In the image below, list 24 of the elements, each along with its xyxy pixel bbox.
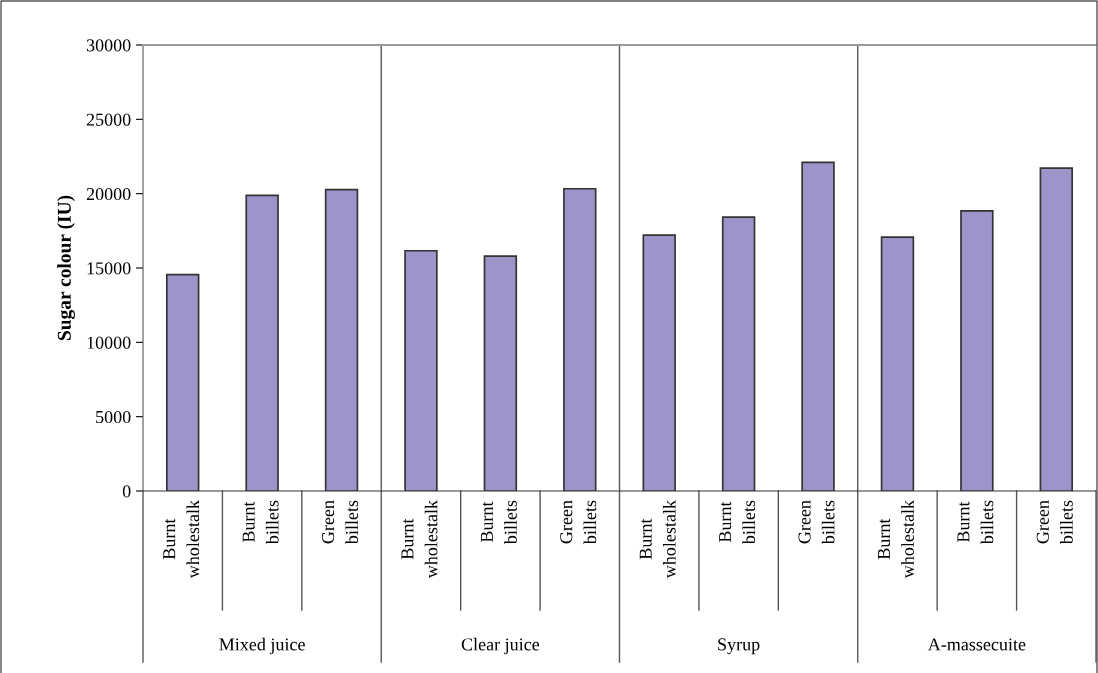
x-tick-label: Burnt wholestalk	[639, 500, 676, 579]
x-tick-label: Burnt wholestalk	[163, 500, 200, 579]
x-tick-label: Green billets	[798, 500, 835, 545]
text: A-massecuite	[927, 638, 1026, 651]
y-tick-label: 20000	[86, 187, 131, 201]
x-tick-label: Burnt wholestalk	[878, 500, 914, 579]
y-tick-label: 10000	[87, 336, 131, 349]
y-tick-label: 15000	[87, 262, 131, 275]
text: Clear juice	[461, 637, 540, 655]
y-tick-label: 30000	[86, 39, 131, 52]
x-tick-label: Burnt billets	[480, 500, 517, 545]
text: Syrup	[718, 638, 760, 655]
x-tick-label: Burnt billets	[957, 500, 994, 545]
y-tick-label: 25000	[86, 113, 131, 126]
x-tick-label: Burnt wholestalk	[401, 500, 438, 579]
text: Mixed juice	[219, 637, 305, 655]
x-tick-label: Burnt billets	[719, 500, 756, 545]
y-tick-label: 5000	[96, 410, 131, 424]
x-tick-label: Green billets	[560, 500, 597, 545]
y-tick-label: 0	[122, 485, 131, 498]
x-tick-label: Green billets	[1036, 500, 1073, 545]
y-axis-title: Sugar colour (IU)	[57, 195, 75, 341]
x-tick-label: Burnt billets	[242, 500, 279, 545]
x-tick-label: Green billets	[321, 500, 359, 545]
